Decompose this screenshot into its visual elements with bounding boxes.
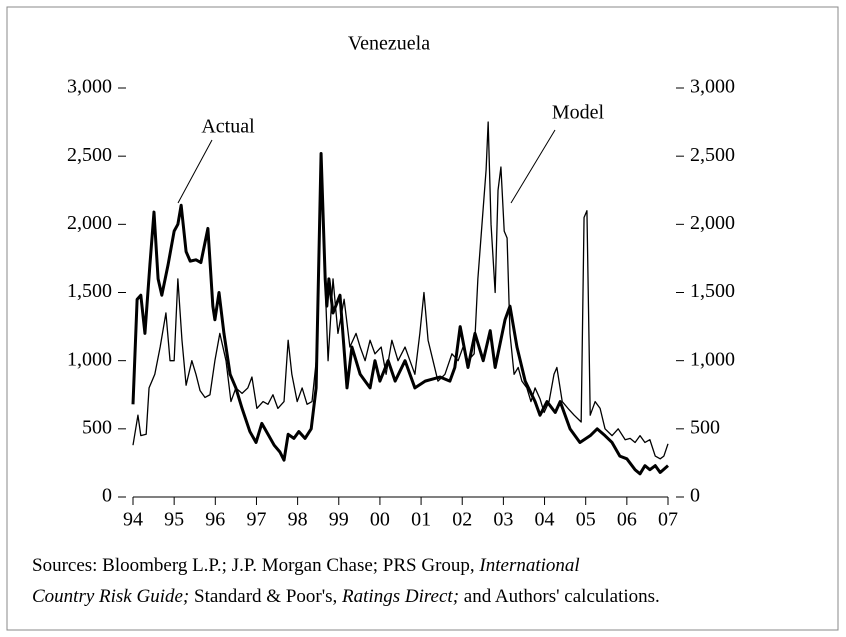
x-tick-label: 07 [658, 509, 678, 531]
annotation-pointer [510, 129, 556, 204]
y-tick-label: 2,000 [67, 212, 112, 234]
source-note: Sources: Bloomberg L.P.; J.P. Morgan Cha… [32, 550, 660, 612]
y2-tick-label: 0 [690, 485, 700, 507]
series-line [131, 151, 669, 476]
note-text: International [479, 555, 580, 576]
y2-tick-label: 500 [690, 416, 720, 438]
y2-tick-label: 1,500 [690, 280, 735, 302]
y-tick-label: 1,000 [67, 348, 112, 370]
x-tick-label: 03 [493, 509, 513, 531]
y2-tick-label: 2,000 [690, 212, 735, 234]
y-tick-label: 2,500 [67, 144, 112, 166]
x-tick-label: 00 [370, 509, 390, 531]
x-tick-label: 01 [411, 509, 431, 531]
note-text: Country Risk Guide; [32, 586, 190, 607]
x-tick-label: 04 [535, 509, 555, 531]
chart-title: Venezuela [348, 33, 430, 55]
x-tick-label: 98 [288, 509, 308, 531]
frame [6, 6, 839, 631]
annotation: Actual [201, 116, 255, 138]
y-tick-label: 3,000 [67, 76, 112, 98]
y2-tick-label: 1,000 [690, 348, 735, 370]
x-tick-label: 99 [329, 509, 349, 531]
x-tick-label: 97 [246, 509, 266, 531]
x-tick-label: 94 [123, 509, 143, 531]
y-tick-label: 1,500 [67, 280, 112, 302]
note-text: Sources: Bloomberg L.P.; J.P. Morgan Cha… [32, 555, 480, 576]
note-text: Standard & Poor's, [189, 586, 343, 607]
y-tick-label: 0 [102, 485, 112, 507]
x-tick-label: 06 [617, 509, 637, 531]
x-tick-label: 96 [205, 509, 225, 531]
y-tick-label: 500 [82, 416, 112, 438]
x-tick-label: 05 [576, 509, 596, 531]
x-tick-label: 02 [452, 509, 472, 531]
y2-tick-label: 2,500 [690, 144, 735, 166]
note-text: Ratings Direct; [342, 586, 460, 607]
x-tick-label: 95 [164, 509, 184, 531]
annotation: Model [552, 102, 605, 124]
annotation-pointer [177, 139, 213, 204]
y2-tick-label: 3,000 [690, 76, 735, 98]
note-text: and Authors' calculations. [459, 586, 660, 607]
series-line [132, 121, 669, 460]
